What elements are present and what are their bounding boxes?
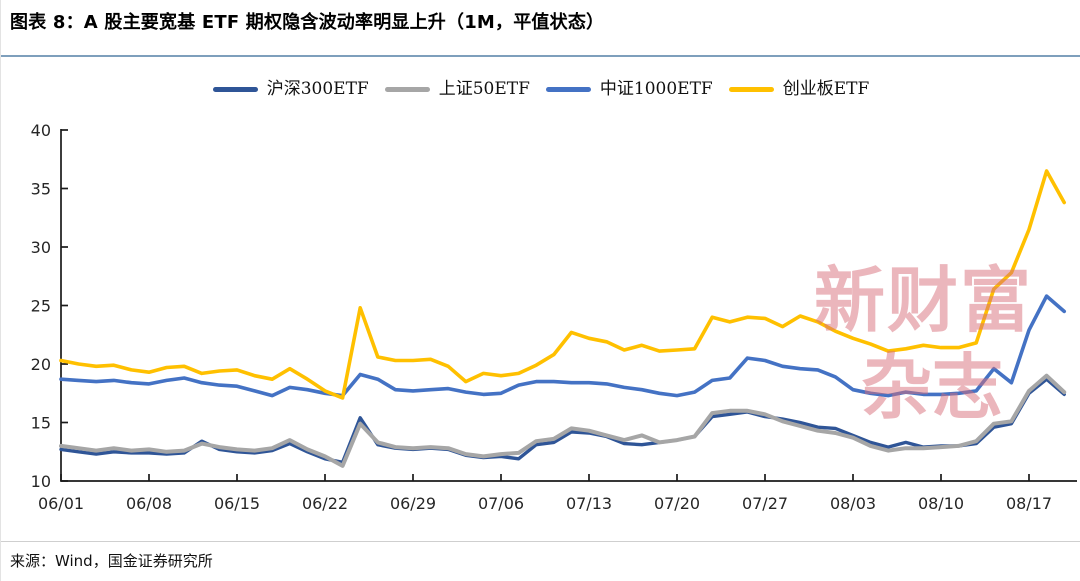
chart-title: 图表 8：A 股主要宽基 ETF 期权隐含波动率明显上升（1M，平值状态） [10,12,605,33]
x-axis-label: 06/08 [126,494,172,513]
axes-lines [60,129,1077,482]
x-axis-label: 06/01 [38,494,84,513]
legend-label: 沪深300ETF [266,78,369,99]
source-text: 来源：Wind，国金证券研究所 [10,552,213,570]
series-line-4 [59,169,1066,400]
footer-divider [1,541,1080,542]
y-axis-label: 10 [31,472,51,491]
legend-item-3: 中证1000ETF [545,78,713,99]
legend-swatch-line-icon [384,86,430,92]
y-axis-label: 30 [31,238,51,257]
legend-item-1: 沪深300ETF [212,78,369,99]
chart-legend: 沪深300ETF 上证50ETF 中证1000ETF 创业板ETF [1,77,1080,101]
legend-label: 中证1000ETF [599,78,713,99]
title-underline-rule [1,55,1080,57]
x-axis-label: 07/27 [742,494,788,513]
legend-swatch-line-icon [212,86,258,92]
y-axis-label: 25 [31,297,51,316]
y-axis-label: 35 [31,180,51,199]
y-axis-label: 20 [31,355,51,374]
x-axis-label: 08/17 [1006,494,1052,513]
watermark-text-line2: 杂志 [861,345,1004,429]
legend-label: 上证50ETF [438,78,530,99]
legend-item-4: 创业板ETF [728,78,870,99]
series-line-3 [59,294,1066,398]
series-line-1 [59,377,1066,464]
x-axis-label: 06/22 [302,494,348,513]
legend-swatch-line-icon [545,86,591,92]
x-axis-label: 06/29 [390,494,436,513]
series-line-2 [59,373,1067,468]
watermark-text-line1: 新财富 [814,258,1034,342]
legend-item-2: 上证50ETF [384,78,530,99]
x-axis-label: 07/13 [566,494,612,513]
x-axis-label: 07/20 [654,494,700,513]
x-axis-label: 08/03 [830,494,876,513]
x-axis-label: 08/10 [918,494,964,513]
x-axis-label: 07/06 [478,494,524,513]
y-axis-label: 15 [31,414,51,433]
x-axis-label: 06/15 [214,494,260,513]
legend-swatch-line-icon [728,86,774,92]
legend-label: 创业板ETF [782,78,870,99]
y-axis-label: 40 [31,121,51,140]
